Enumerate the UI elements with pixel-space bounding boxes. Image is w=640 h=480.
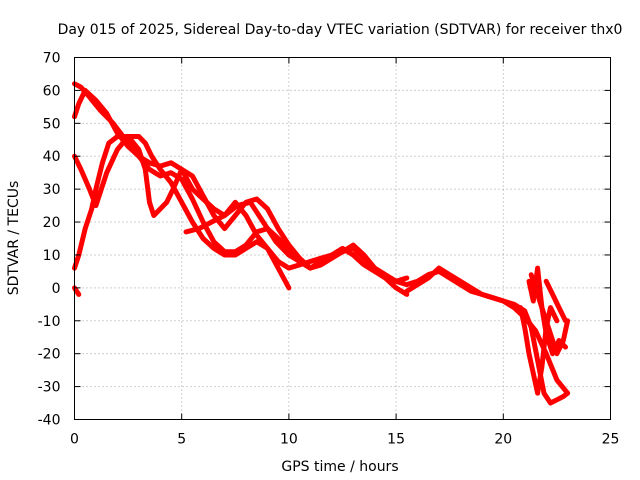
x-tick-label: 25 bbox=[602, 432, 620, 448]
y-tick-label: 20 bbox=[43, 215, 61, 231]
y-tick-label: 40 bbox=[43, 149, 61, 165]
x-tick-label: 15 bbox=[387, 432, 405, 448]
grid-layer bbox=[74, 57, 611, 420]
y-tick-label: -10 bbox=[38, 314, 61, 330]
x-tick-label: 5 bbox=[177, 432, 186, 448]
series-line-track-8 bbox=[404, 265, 571, 406]
series-layer bbox=[72, 81, 571, 406]
x-tick-label: 10 bbox=[280, 432, 298, 448]
tick-layer: -40 -30 -20 -10 0 10 20 30 40 50 60 70 0 5 10 15 20 25 bbox=[38, 51, 620, 448]
y-tick-label: 70 bbox=[43, 51, 61, 67]
axes-layer bbox=[74, 57, 611, 420]
y-tick-label: 50 bbox=[43, 116, 61, 132]
x-axis-label: GPS time / hours bbox=[281, 459, 398, 475]
series-line-track-5 bbox=[72, 285, 82, 297]
y-axis-label: SDTVAR / TECUs bbox=[6, 181, 22, 296]
chart-title: Day 015 of 2025, Sidereal Day-to-day VTE… bbox=[58, 22, 623, 38]
series-line-track-6 bbox=[183, 199, 410, 284]
y-tick-label: -40 bbox=[38, 413, 61, 429]
y-tick-label: 0 bbox=[52, 281, 61, 297]
y-tick-label: 10 bbox=[43, 248, 61, 264]
series-line-track-11 bbox=[528, 272, 571, 357]
x-tick-label: 0 bbox=[70, 432, 79, 448]
series-line-track-12 bbox=[543, 278, 568, 324]
y-tick-label: 60 bbox=[43, 83, 61, 99]
series-line-track-4 bbox=[72, 134, 313, 271]
series-line-track-3 bbox=[72, 134, 292, 291]
y-tick-label: -20 bbox=[38, 347, 61, 363]
y-tick-label: -30 bbox=[38, 380, 61, 396]
series-line-track-9 bbox=[518, 305, 560, 396]
x-tick-label: 20 bbox=[494, 432, 512, 448]
y-tick-label: 30 bbox=[43, 182, 61, 198]
plot-frame bbox=[74, 57, 611, 420]
series-line-track-2 bbox=[72, 87, 410, 297]
